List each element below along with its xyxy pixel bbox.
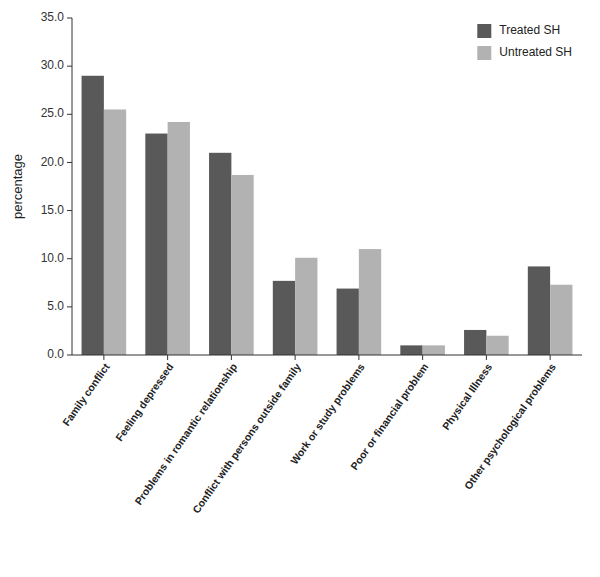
y-tick (67, 18, 72, 19)
y-tick-label: 20.0 (41, 155, 65, 169)
y-tick-label: 10.0 (41, 251, 65, 265)
bar (550, 285, 572, 355)
x-tick (486, 355, 487, 360)
bar (209, 153, 231, 355)
legend-label: Untreated SH (499, 45, 572, 59)
bar (486, 336, 508, 355)
y-tick (67, 355, 72, 356)
bar (295, 258, 317, 355)
y-tick-label: 30.0 (41, 58, 65, 72)
y-tick (67, 210, 72, 211)
bar (359, 249, 381, 355)
legend: Treated SH Untreated SH (477, 23, 572, 60)
bar (337, 289, 359, 355)
bars (82, 76, 573, 355)
bar (400, 345, 422, 355)
y-tick-label: 15.0 (41, 203, 65, 217)
bar (104, 109, 126, 355)
bar (528, 266, 550, 355)
chart-svg: 0.0 5.0 10.0 15.0 20.0 25.0 30.0 35.0 percentage… (0, 0, 600, 577)
bar (464, 330, 486, 355)
x-tick-label: Other psychological problems (462, 361, 559, 492)
legend-item: Untreated SH (477, 45, 572, 60)
x-tick (167, 355, 168, 360)
x-tick-label: Feeling depressed (113, 361, 176, 443)
legend-label: Treated SH (499, 23, 560, 37)
y-axis-line (72, 18, 73, 355)
x-tick (295, 355, 296, 360)
y-tick (67, 258, 72, 259)
bar (168, 122, 190, 355)
x-tick-label: Work or study problems (288, 361, 367, 467)
y-tick (67, 114, 72, 115)
y-tick-label: 25.0 (41, 106, 65, 120)
chart-container: 0.0 5.0 10.0 15.0 20.0 25.0 30.0 35.0 percentage… (0, 0, 600, 577)
y-tick-label: 0.0 (47, 347, 64, 361)
x-tick (358, 355, 359, 360)
bar (82, 76, 104, 355)
x-tick-label: Poor or financial problem (348, 361, 431, 472)
x-tick-label: Family conflict (60, 360, 112, 428)
y-axis-label: percentage (10, 154, 25, 219)
x-tick (231, 355, 232, 360)
x-tick-label: Physical Illness (440, 361, 495, 432)
x-tick (422, 355, 423, 360)
x-tick-label: Problems in romantic relationship (132, 361, 239, 507)
y-tick (67, 306, 72, 307)
y-tick (67, 66, 72, 67)
x-axis-line (72, 355, 582, 356)
x-tick-label: Conflict with persons outside family (190, 361, 303, 516)
legend-swatch (477, 24, 491, 38)
y-tick-label: 5.0 (47, 299, 64, 313)
bar (231, 175, 253, 355)
legend-swatch (477, 46, 491, 60)
y-tick (67, 162, 72, 163)
bar (145, 134, 167, 355)
y-tick-label: 35.0 (41, 10, 65, 24)
x-tick (103, 355, 104, 360)
bar (423, 345, 445, 355)
legend-item: Treated SH (477, 23, 560, 38)
x-tick (550, 355, 551, 360)
bar (273, 281, 295, 355)
